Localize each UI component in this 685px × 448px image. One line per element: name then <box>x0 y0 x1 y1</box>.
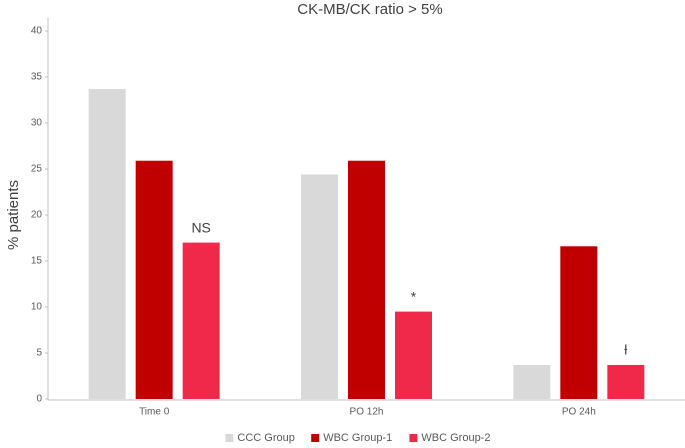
legend-label: WBC Group-2 <box>421 432 490 444</box>
y-axis-label: % patients <box>5 180 22 250</box>
y-tick-label: 15 <box>31 256 43 267</box>
bar <box>301 174 338 399</box>
legend-label: CCC Group <box>237 432 294 444</box>
annotation: * <box>411 288 417 304</box>
y-tick-label: 10 <box>31 302 43 313</box>
bar <box>88 88 126 400</box>
bar <box>607 364 645 399</box>
legend-swatch <box>311 434 320 442</box>
y-tick-label: 25 <box>31 164 43 175</box>
y-tick-label: 5 <box>36 348 42 359</box>
bar <box>513 364 551 399</box>
legend-swatch <box>409 434 418 442</box>
bar <box>560 246 598 399</box>
x-tick-label: PO 12h <box>350 407 384 418</box>
y-tick-label: 0 <box>36 394 42 405</box>
y-tick-label: 35 <box>31 72 43 83</box>
y-tick-label: 20 <box>31 210 43 221</box>
bar <box>182 242 220 399</box>
legend-swatch <box>225 434 234 442</box>
bar <box>135 160 173 399</box>
chart-title: CK-MB/CK ratio > 5% <box>297 1 442 18</box>
y-tick-label: 30 <box>31 118 43 129</box>
legend-label: WBC Group-1 <box>323 432 392 444</box>
bar <box>348 160 385 399</box>
bar <box>395 311 432 399</box>
y-tick-label: 40 <box>31 26 43 37</box>
annotation: ƚ <box>624 342 627 358</box>
annotation: NS <box>191 219 210 235</box>
x-tick-label: Time 0 <box>139 407 170 418</box>
x-tick-label: PO 24h <box>562 407 596 418</box>
